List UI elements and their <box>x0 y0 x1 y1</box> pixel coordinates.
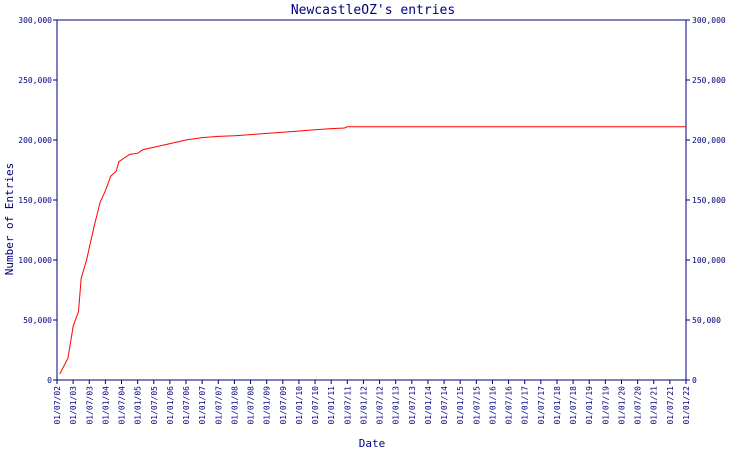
series-line <box>59 126 686 375</box>
x-tick-label: 01/01/04 <box>101 386 110 425</box>
x-tick-label: 01/07/20 <box>634 386 643 425</box>
y-tick-label-right: 100,000 <box>692 256 726 265</box>
x-tick-label: 01/07/17 <box>537 386 546 425</box>
x-tick-label: 01/01/05 <box>134 386 143 425</box>
y-tick-label-left: 200,000 <box>18 136 52 145</box>
y-tick-label-right: 200,000 <box>692 136 726 145</box>
x-tick-label: 01/01/13 <box>392 386 401 425</box>
x-tick-label: 01/07/13 <box>408 386 417 425</box>
x-tick-label: 01/01/17 <box>521 386 530 425</box>
x-tick-label: 01/01/18 <box>553 386 562 425</box>
x-tick-label: 01/01/21 <box>650 386 659 425</box>
x-tick-label: 01/01/20 <box>617 386 626 425</box>
x-tick-label: 01/01/03 <box>69 386 78 425</box>
plot-area: 0 0 50,000 50,000 100,000 100,000 150,000 150,0… <box>18 16 726 425</box>
y-tick-label-left: 100,000 <box>18 256 52 265</box>
x-tick-label: 01/07/11 <box>343 386 352 425</box>
y-tick-label-left: 250,000 <box>18 76 52 85</box>
x-tick-label: 01/07/03 <box>85 386 94 425</box>
y-tick-label-left: 50,000 <box>23 316 52 325</box>
x-tick-label: 01/07/06 <box>182 386 191 425</box>
x-tick-label: 01/07/21 <box>666 386 675 425</box>
y-tick-label-right: 250,000 <box>692 76 726 85</box>
x-tick-label: 01/01/06 <box>166 386 175 425</box>
y-tick-label-right: 50,000 <box>692 316 721 325</box>
x-tick-label: 01/07/19 <box>601 386 610 425</box>
chart-title: NewcastleOZ's entries <box>291 3 455 18</box>
x-tick-label: 01/07/12 <box>376 386 385 425</box>
x-tick-label: 01/07/04 <box>118 386 127 425</box>
x-tick-label: 01/01/16 <box>488 386 497 425</box>
x-tick-label: 01/01/19 <box>585 386 594 425</box>
x-tick-label: 01/01/14 <box>424 386 433 425</box>
x-tick-label: 01/07/07 <box>214 386 223 425</box>
x-axis-label: Date <box>359 437 386 450</box>
y-tick-label-right: 150,000 <box>692 196 726 205</box>
y-tick-label-right: 300,000 <box>692 16 726 25</box>
y-tick-label-left: 150,000 <box>18 196 52 205</box>
x-tick-label: 01/01/07 <box>198 386 207 425</box>
x-tick-label: 01/01/22 <box>682 386 691 425</box>
x-tick-label: 01/01/15 <box>456 386 465 425</box>
y-tick-label-right: 0 <box>692 376 697 385</box>
x-tick-label: 01/01/08 <box>230 386 239 425</box>
x-tick-label: 01/01/11 <box>327 386 336 425</box>
x-tick-label: 01/01/10 <box>295 386 304 425</box>
y-axis-label: Number of Entries <box>3 163 16 276</box>
x-tick-label: 01/07/08 <box>247 386 256 425</box>
x-tick-label: 01/07/14 <box>440 386 449 425</box>
y-tick-label-left: 0 <box>47 376 52 385</box>
x-tick-label: 01/01/09 <box>263 386 272 425</box>
x-tick-label: 01/07/05 <box>150 386 159 425</box>
x-tick-label: 01/07/15 <box>472 386 481 425</box>
x-tick-label: 01/07/10 <box>311 386 320 425</box>
x-tick-label: 01/07/02 <box>53 386 62 425</box>
y-tick-label-left: 300,000 <box>18 16 52 25</box>
x-tick-label: 01/07/16 <box>505 386 514 425</box>
x-tick-label: 01/07/09 <box>279 386 288 425</box>
x-tick-label: 01/01/12 <box>359 386 368 425</box>
x-tick-label: 01/07/18 <box>569 386 578 425</box>
